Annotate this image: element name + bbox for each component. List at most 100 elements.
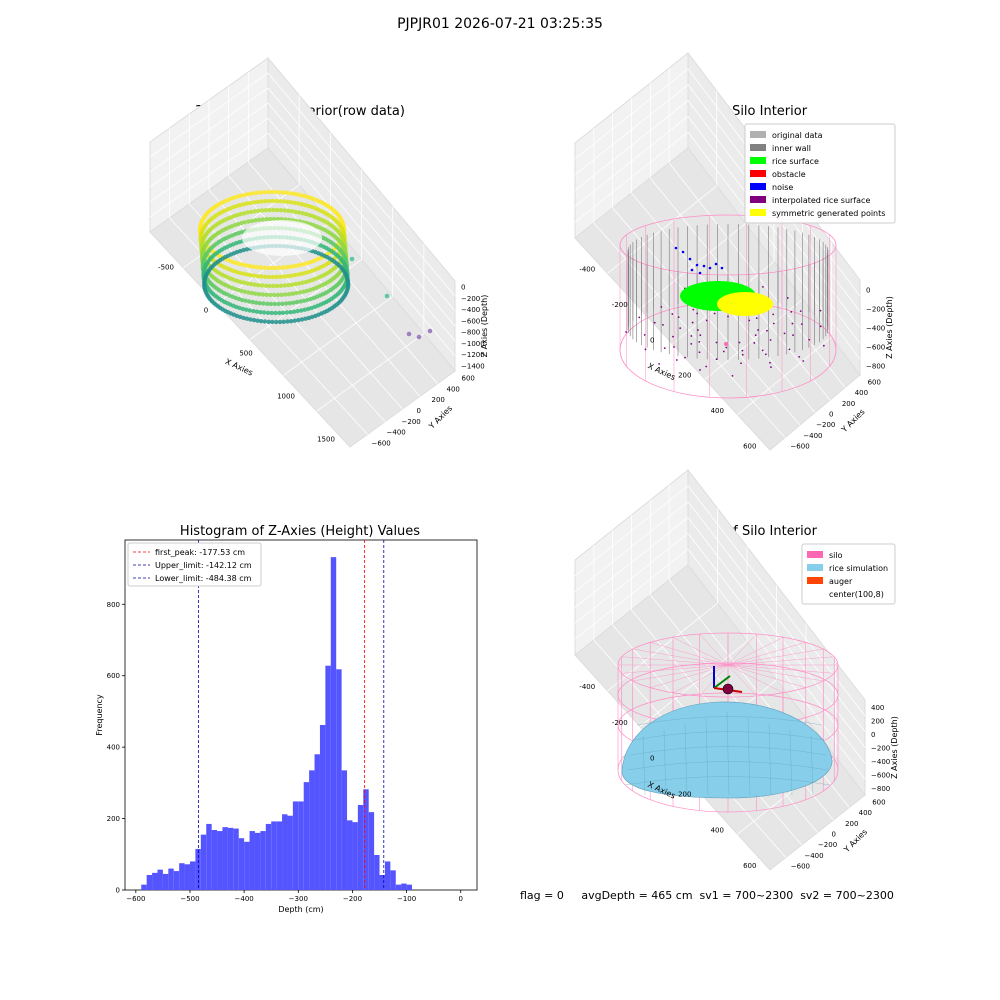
- x-tick-label: 200: [678, 790, 691, 798]
- silo-top-spoke: [727, 648, 824, 666]
- raw-point: [264, 292, 269, 297]
- raw-point: [239, 229, 245, 235]
- histogram-bar: [146, 875, 153, 890]
- legend-swatch: [750, 209, 766, 216]
- surface-mesh: [627, 761, 829, 771]
- histogram-bar: [309, 770, 315, 890]
- noise-point: [708, 266, 712, 270]
- raw-point: [237, 270, 243, 276]
- raw-point: [273, 189, 278, 195]
- raw-point: [295, 308, 300, 314]
- grid-line: [574, 68, 689, 160]
- noise-point: [698, 271, 702, 275]
- interp-point: [790, 310, 793, 313]
- raw-point: [265, 301, 270, 306]
- interp-point: [705, 365, 708, 368]
- z-tick-label: 0: [461, 284, 465, 292]
- legend-swatch: [807, 577, 823, 584]
- raw-point: [262, 190, 267, 195]
- raw-point: [248, 317, 253, 322]
- raw-point: [276, 301, 281, 307]
- raw-point: [237, 261, 242, 267]
- raw-point: [292, 191, 297, 197]
- raw-point: [271, 283, 276, 289]
- raw-point: [251, 308, 256, 314]
- center-marker: [724, 342, 728, 346]
- surface-mesh: [768, 723, 772, 796]
- x-tick-label: −200: [343, 895, 362, 903]
- raw-point: [262, 310, 267, 315]
- interp-point: [653, 321, 656, 324]
- interp-point: [699, 334, 702, 337]
- histogram-bar: [325, 665, 331, 890]
- raw-point: [271, 292, 277, 298]
- histogram-bar: [265, 823, 272, 890]
- raw-point: [253, 218, 258, 223]
- raw-point: [274, 274, 279, 280]
- histogram-bar: [314, 754, 320, 890]
- raw-point: [251, 273, 257, 278]
- y-tick-label: −400: [804, 852, 823, 860]
- y-tick-label: 600: [868, 378, 881, 386]
- interp-point: [663, 347, 666, 350]
- raw-point: [305, 297, 310, 303]
- silo-top-spoke: [650, 664, 729, 688]
- raw-point: [234, 203, 239, 209]
- z-axis-label: Z Axies (Depth): [480, 295, 489, 358]
- raw-point: [285, 319, 290, 324]
- raw-point: [244, 263, 249, 268]
- interp-point: [792, 334, 794, 337]
- interp-point: [644, 348, 647, 351]
- raw-point: [263, 199, 268, 204]
- grid-line: [574, 485, 689, 577]
- raw-point: [236, 230, 241, 236]
- z-tick-label: −200: [871, 745, 890, 753]
- silo-top-spoke: [727, 664, 835, 674]
- raw-point: [251, 317, 257, 323]
- raw-point: [249, 218, 255, 224]
- histogram-bar: [249, 831, 255, 890]
- raw-point: [280, 301, 285, 306]
- silo-top-spoke: [727, 664, 806, 688]
- z-tick-label: 400: [871, 704, 884, 712]
- raw-point: [259, 208, 265, 213]
- raw-point: [301, 289, 306, 294]
- z-tick-label: −200: [866, 306, 885, 314]
- x-tick-label: 600: [743, 862, 756, 870]
- raw-point: [303, 270, 308, 276]
- interp-point: [679, 327, 682, 330]
- interp-point: [822, 344, 825, 347]
- raw-point: [239, 220, 244, 226]
- figure-title: PJPJR01 2026-07-21 03:25:35: [397, 16, 603, 32]
- interp-point: [770, 366, 772, 369]
- interp-point: [766, 329, 768, 332]
- raw-point: [298, 299, 303, 304]
- interp-point: [715, 358, 718, 361]
- x-tick-label: 600: [743, 442, 756, 450]
- raw-point: [246, 290, 251, 295]
- raw-point: [296, 272, 301, 277]
- raw-point: [299, 202, 305, 207]
- raw-point: [263, 274, 268, 279]
- raw-point: [281, 319, 286, 324]
- histogram-bar: [162, 873, 169, 890]
- silo-top-spoke: [727, 642, 806, 666]
- x-tick-label: −600: [126, 895, 145, 903]
- raw-point: [296, 201, 301, 206]
- noise-point: [720, 266, 724, 270]
- y-tick-label: 400: [855, 389, 868, 397]
- histogram-bar: [330, 557, 337, 890]
- x-tick-label: 500: [239, 350, 252, 358]
- raw-point: [260, 217, 265, 222]
- histogram-bar: [406, 884, 413, 890]
- histogram-bar: [233, 828, 239, 890]
- raw-point: [307, 287, 313, 293]
- interp-point: [677, 316, 680, 319]
- y-axis-label: Y Axies: [427, 404, 455, 432]
- raw-point: [278, 283, 284, 288]
- raw-point: [248, 200, 253, 206]
- noise-point: [695, 263, 699, 267]
- raw-point: [265, 310, 271, 315]
- x-axis-label: Depth (cm): [278, 905, 323, 914]
